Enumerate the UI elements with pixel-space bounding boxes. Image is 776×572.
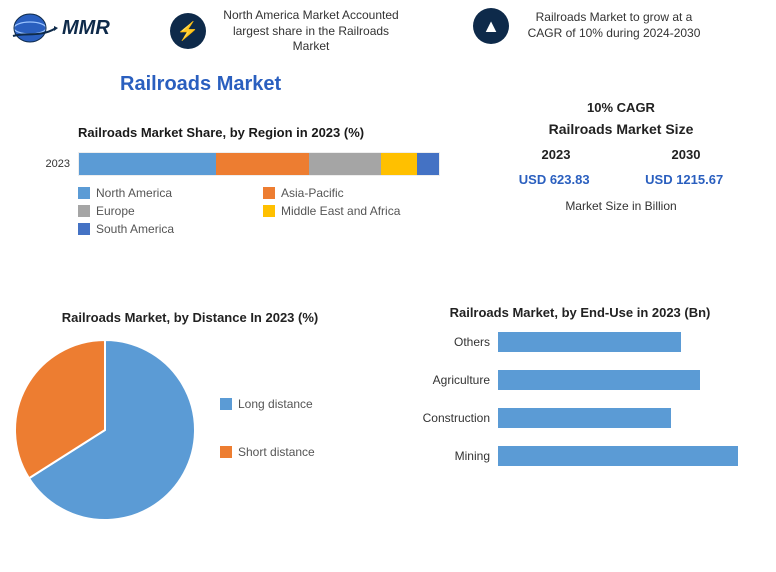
hbar-category: Others bbox=[400, 335, 498, 349]
hbar-bar bbox=[498, 408, 671, 428]
info-2-text: Railroads Market to grow at a CAGR of 10… bbox=[519, 10, 709, 41]
legend-swatch bbox=[78, 223, 90, 235]
pie-legend: Long distance Short distance bbox=[220, 397, 315, 463]
globe-icon bbox=[10, 8, 58, 48]
flame-icon: ▲ bbox=[473, 8, 509, 44]
cagr-label: 10% CAGR bbox=[491, 100, 751, 115]
hbar-row: Mining bbox=[400, 446, 760, 466]
main-title: Railroads Market bbox=[120, 73, 776, 96]
seg-asia-pacific bbox=[216, 153, 310, 175]
legend-item: Asia-Pacific bbox=[263, 186, 448, 200]
stacked-bar-row: 2023 bbox=[30, 152, 460, 176]
legend-label: Long distance bbox=[238, 397, 313, 411]
hbar-rows: Others Agriculture Construction Mining bbox=[400, 332, 760, 466]
market-size-years: 2023 2030 bbox=[491, 147, 751, 162]
pie-title: Railroads Market, by Distance In 2023 (%… bbox=[10, 310, 370, 325]
legend-swatch bbox=[78, 205, 90, 217]
seg-europe bbox=[309, 153, 381, 175]
legend-label: Short distance bbox=[238, 445, 315, 459]
legend-label: North America bbox=[96, 186, 172, 200]
region-legend: North America Asia-Pacific Europe Middle Ea… bbox=[78, 186, 458, 240]
region-chart-title: Railroads Market Share, by Region in 202… bbox=[78, 125, 460, 140]
stacked-ylabel: 2023 bbox=[30, 158, 78, 170]
header: MMR ⚡ North America Market Accounted lar… bbox=[0, 0, 776, 55]
hbar-category: Mining bbox=[400, 449, 498, 463]
logo-text: MMR bbox=[62, 17, 110, 40]
seg-north-america bbox=[79, 153, 216, 175]
seg-middle-east-and-africa bbox=[381, 153, 417, 175]
legend-swatch bbox=[263, 205, 275, 217]
legend-label: Europe bbox=[96, 204, 135, 218]
hbar-row: Construction bbox=[400, 408, 760, 428]
year-b: 2030 bbox=[672, 147, 701, 162]
year-a: 2023 bbox=[542, 147, 571, 162]
market-size-panel: 10% CAGR Railroads Market Size 2023 2030… bbox=[491, 100, 751, 213]
legend-item: North America bbox=[78, 186, 263, 200]
hbar-bar bbox=[498, 332, 681, 352]
info-1-text: North America Market Accounted largest s… bbox=[216, 8, 406, 55]
logo: MMR bbox=[10, 8, 160, 48]
infographic-container: { "header": { "logo_text": "MMR", "info1… bbox=[0, 0, 776, 572]
distance-pie-chart: Railroads Market, by Distance In 2023 (%… bbox=[10, 310, 410, 525]
market-size-heading: Railroads Market Size bbox=[491, 121, 751, 137]
legend-swatch bbox=[78, 187, 90, 199]
info-1: ⚡ North America Market Accounted largest… bbox=[170, 8, 463, 55]
hbar-row: Others bbox=[400, 332, 760, 352]
region-share-chart: Railroads Market Share, by Region in 202… bbox=[30, 125, 460, 240]
pie-svg bbox=[10, 335, 200, 525]
legend-swatch bbox=[263, 187, 275, 199]
legend-item: Europe bbox=[78, 204, 263, 218]
val-b: USD 1215.67 bbox=[645, 172, 723, 187]
lightning-icon: ⚡ bbox=[170, 13, 206, 49]
hbar-bar bbox=[498, 446, 738, 466]
enduse-bar-chart: Railroads Market, by End-Use in 2023 (Bn… bbox=[400, 305, 760, 484]
seg-south-america bbox=[417, 153, 439, 175]
hbar-bar bbox=[498, 370, 700, 390]
legend-item: South America bbox=[78, 222, 263, 236]
legend-swatch bbox=[220, 446, 232, 458]
market-size-values: USD 623.83 USD 1215.67 bbox=[491, 172, 751, 187]
info-2: ▲ Railroads Market to grow at a CAGR of … bbox=[473, 8, 766, 44]
legend-label: South America bbox=[96, 222, 174, 236]
hbar-category: Agriculture bbox=[400, 373, 498, 387]
legend-item: Long distance bbox=[220, 397, 315, 411]
legend-item: Short distance bbox=[220, 445, 315, 459]
legend-label: Asia-Pacific bbox=[281, 186, 344, 200]
legend-label: Middle East and Africa bbox=[281, 204, 400, 218]
val-a: USD 623.83 bbox=[519, 172, 590, 187]
legend-item: Middle East and Africa bbox=[263, 204, 448, 218]
hbar-row: Agriculture bbox=[400, 370, 760, 390]
legend-swatch bbox=[220, 398, 232, 410]
market-size-unit: Market Size in Billion bbox=[491, 199, 751, 213]
stacked-bar bbox=[78, 152, 440, 176]
hbar-title: Railroads Market, by End-Use in 2023 (Bn… bbox=[400, 305, 760, 320]
hbar-category: Construction bbox=[400, 411, 498, 425]
